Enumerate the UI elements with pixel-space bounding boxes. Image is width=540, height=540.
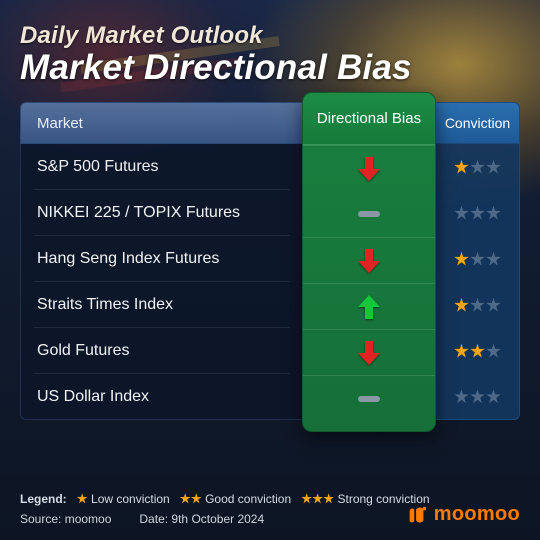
star-icon (454, 252, 469, 267)
bias-column-pad (303, 421, 435, 431)
page: Daily Market Outlook Market Directional … (0, 0, 540, 540)
date: Date: 9th October 2024 (139, 512, 264, 526)
source-label: Source: (20, 512, 61, 526)
conviction-stars (436, 374, 520, 420)
star-icon (470, 252, 485, 267)
arrow-down-icon (360, 157, 378, 181)
column-header-bias: Directional Bias (303, 93, 435, 145)
conviction-stars (436, 328, 520, 374)
stars (454, 344, 501, 359)
star-icon (454, 206, 469, 221)
neutral-icon (358, 211, 380, 217)
moomoo-icon (406, 504, 428, 526)
table-row: Hang Seng Index Futures (20, 236, 520, 282)
conviction-stars (436, 190, 520, 236)
date-value: 9th October 2024 (171, 512, 264, 526)
legend-text: Low conviction (91, 492, 170, 506)
date-label: Date: (139, 512, 168, 526)
brand-name: moomoo (434, 503, 520, 526)
market-name: Hang Seng Index Futures (20, 236, 302, 282)
star-icon (470, 206, 485, 221)
star-icon (486, 160, 501, 175)
star-icon (470, 344, 485, 359)
star-icon (312, 493, 323, 504)
column-header-market: Market (20, 102, 302, 144)
star-icon (486, 344, 501, 359)
market-name: Straits Times Index (20, 282, 302, 328)
bias-cell (303, 329, 435, 375)
legend-label: Legend: (20, 492, 67, 506)
legend-item-low: Low conviction (77, 492, 170, 506)
brand-logo: moomoo (406, 503, 520, 526)
stars (454, 160, 501, 175)
star-icon (454, 389, 469, 404)
table-row: US Dollar Index (20, 374, 520, 420)
market-name: NIKKEI 225 / TOPIX Futures (20, 190, 302, 236)
market-name: S&P 500 Futures (20, 144, 302, 190)
star-icon (454, 344, 469, 359)
conviction-stars (436, 144, 520, 190)
source-value: moomoo (65, 512, 112, 526)
star-icon (486, 389, 501, 404)
conviction-stars (436, 282, 520, 328)
directional-bias-column: Directional Bias (302, 92, 436, 432)
arrow-down-icon (360, 249, 378, 273)
column-header-conviction: Conviction (436, 102, 520, 144)
table-header-row: Market Conviction (20, 102, 520, 144)
star-icon (191, 493, 202, 504)
star-icon (470, 160, 485, 175)
star-icon (486, 252, 501, 267)
bias-cell (303, 237, 435, 283)
table-row: S&P 500 Futures (20, 144, 520, 190)
source: Source: moomoo (20, 512, 111, 526)
bias-cell (303, 375, 435, 421)
neutral-icon (358, 396, 380, 402)
star-icon (486, 298, 501, 313)
star-icon (323, 493, 334, 504)
legend-text: Good conviction (205, 492, 291, 506)
page-title: Market Directional Bias (20, 48, 520, 88)
bias-cell (303, 283, 435, 329)
stars (454, 389, 501, 404)
page-subtitle: Daily Market Outlook (20, 22, 520, 50)
star-icon (180, 493, 191, 504)
conviction-stars (436, 236, 520, 282)
arrow-up-icon (360, 295, 378, 319)
bias-cell (303, 191, 435, 237)
stars (454, 206, 501, 221)
bias-cells (303, 145, 435, 421)
legend-item-good: Good conviction (180, 492, 291, 506)
table-row: Straits Times Index (20, 282, 520, 328)
table-row: Gold Futures (20, 328, 520, 374)
star-icon (470, 298, 485, 313)
stars (454, 298, 501, 313)
star-icon (454, 160, 469, 175)
star-icon (470, 389, 485, 404)
star-icon (301, 493, 312, 504)
footer: Legend: Low conviction Good conviction S… (20, 492, 520, 526)
table-body: S&P 500 FuturesNIKKEI 225 / TOPIX Future… (20, 144, 520, 420)
star-icon (454, 298, 469, 313)
bias-cell (303, 145, 435, 191)
stars (454, 252, 501, 267)
table-row: NIKKEI 225 / TOPIX Futures (20, 190, 520, 236)
star-icon (77, 493, 88, 504)
arrow-down-icon (360, 341, 378, 365)
market-name: US Dollar Index (20, 374, 302, 420)
market-name: Gold Futures (20, 328, 302, 374)
star-icon (486, 206, 501, 221)
market-bias-table: Market Conviction S&P 500 FuturesNIKKEI … (20, 102, 520, 420)
